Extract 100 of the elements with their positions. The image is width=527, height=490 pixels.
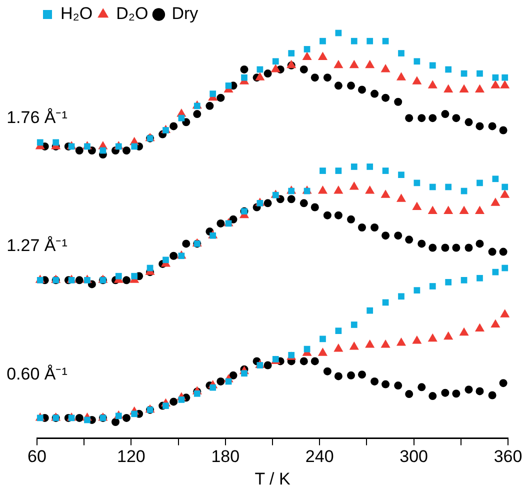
point <box>334 344 344 352</box>
point <box>75 146 84 155</box>
point <box>334 60 344 68</box>
point <box>412 76 422 84</box>
point <box>445 66 452 73</box>
point <box>112 418 120 426</box>
point <box>452 114 460 122</box>
point <box>170 398 178 406</box>
point <box>492 176 499 182</box>
point <box>444 84 454 92</box>
point <box>464 118 473 126</box>
point <box>229 215 238 224</box>
annotation: 1.27 Å⁻¹ <box>6 236 68 256</box>
point <box>490 80 500 88</box>
point <box>452 244 460 252</box>
point <box>444 331 454 340</box>
point <box>396 337 406 346</box>
point <box>444 206 454 214</box>
point <box>398 50 404 56</box>
point <box>170 252 178 260</box>
point <box>394 382 402 390</box>
point <box>334 82 342 90</box>
point <box>398 293 404 300</box>
point <box>264 361 272 370</box>
point <box>476 387 484 396</box>
point <box>418 383 426 392</box>
point <box>52 139 60 146</box>
point <box>366 38 374 44</box>
point <box>365 60 375 68</box>
point <box>115 412 122 420</box>
point <box>370 223 379 232</box>
point <box>366 164 374 170</box>
point <box>300 357 308 366</box>
point <box>347 215 355 224</box>
point <box>310 74 319 82</box>
point <box>241 74 248 81</box>
point <box>256 362 264 368</box>
point <box>335 328 342 334</box>
point <box>492 74 499 81</box>
point <box>264 70 272 78</box>
point <box>122 146 130 155</box>
point <box>464 386 473 394</box>
annotation: 1.76 Å⁻¹ <box>6 108 68 127</box>
point <box>490 198 500 206</box>
point <box>75 276 84 284</box>
point <box>302 52 312 60</box>
point <box>412 202 422 210</box>
point <box>398 172 404 178</box>
point <box>488 248 496 256</box>
point <box>441 110 450 118</box>
point <box>414 180 420 186</box>
point <box>428 392 437 400</box>
x-tick-label: 240 <box>305 447 334 466</box>
point <box>441 244 450 252</box>
point <box>287 195 296 204</box>
point <box>310 357 319 366</box>
point <box>310 203 319 212</box>
point <box>270 64 280 72</box>
point <box>229 371 238 380</box>
point <box>347 371 355 380</box>
point <box>382 94 390 102</box>
point <box>178 252 185 260</box>
point <box>499 248 508 256</box>
point <box>358 223 366 232</box>
point <box>194 102 200 110</box>
point <box>304 46 310 52</box>
point <box>445 184 452 190</box>
point <box>334 186 344 194</box>
point <box>162 402 169 409</box>
legend-label: Dry <box>172 4 199 24</box>
x-tick-label: 180 <box>211 447 240 466</box>
point <box>350 322 358 328</box>
point <box>75 414 84 422</box>
point <box>429 184 436 190</box>
point <box>318 186 328 194</box>
point <box>474 206 485 214</box>
legend-label: H₂O <box>60 4 93 24</box>
point <box>318 52 328 60</box>
point <box>365 340 375 348</box>
point <box>358 86 366 94</box>
point <box>216 377 225 386</box>
point <box>320 168 326 174</box>
point <box>225 82 232 89</box>
point <box>380 64 390 72</box>
point <box>418 240 426 248</box>
point <box>476 274 483 282</box>
x-tick-label: 120 <box>117 447 146 466</box>
point <box>459 327 469 336</box>
point <box>412 335 422 344</box>
point <box>382 168 389 174</box>
point <box>499 379 508 388</box>
point <box>323 211 332 220</box>
point <box>474 323 485 332</box>
point <box>490 319 500 328</box>
point <box>476 180 483 186</box>
point <box>452 390 460 398</box>
point <box>350 38 358 44</box>
point <box>500 190 510 198</box>
point <box>36 139 44 146</box>
point <box>476 240 484 248</box>
